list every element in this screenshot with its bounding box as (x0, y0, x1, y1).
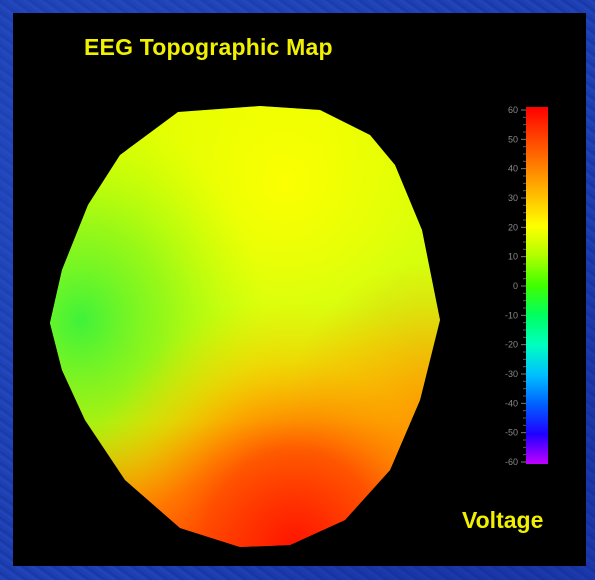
color-scale-tick-label: 0 (513, 281, 518, 291)
head-scalp-map (40, 100, 450, 560)
color-scale-tick-label: 50 (508, 134, 518, 144)
color-scale-tick-label: 60 (508, 105, 518, 115)
color-scale-tick-label: 20 (508, 222, 518, 232)
voltage-scale-label: Voltage (462, 507, 543, 534)
map-title: EEG Topographic Map (84, 34, 333, 61)
color-scale-tick-label: -40 (505, 398, 518, 408)
color-scale-tick-label: 10 (508, 252, 518, 262)
color-scale-ticks: 60 50 40 30 20 10 0 -10 -20 -30 -40 -50 -60 (505, 105, 526, 467)
color-scale-tick-label: -20 (505, 340, 518, 350)
color-scale-tick-label: -60 (505, 457, 518, 467)
color-scale-tick-label: 30 (508, 193, 518, 203)
voltage-color-scale (526, 107, 548, 464)
color-scale-tick-label: 40 (508, 164, 518, 174)
color-scale-tick-label: -30 (505, 369, 518, 379)
color-scale-tick-label: -10 (505, 310, 518, 320)
color-scale-tick-label: -50 (505, 428, 518, 438)
